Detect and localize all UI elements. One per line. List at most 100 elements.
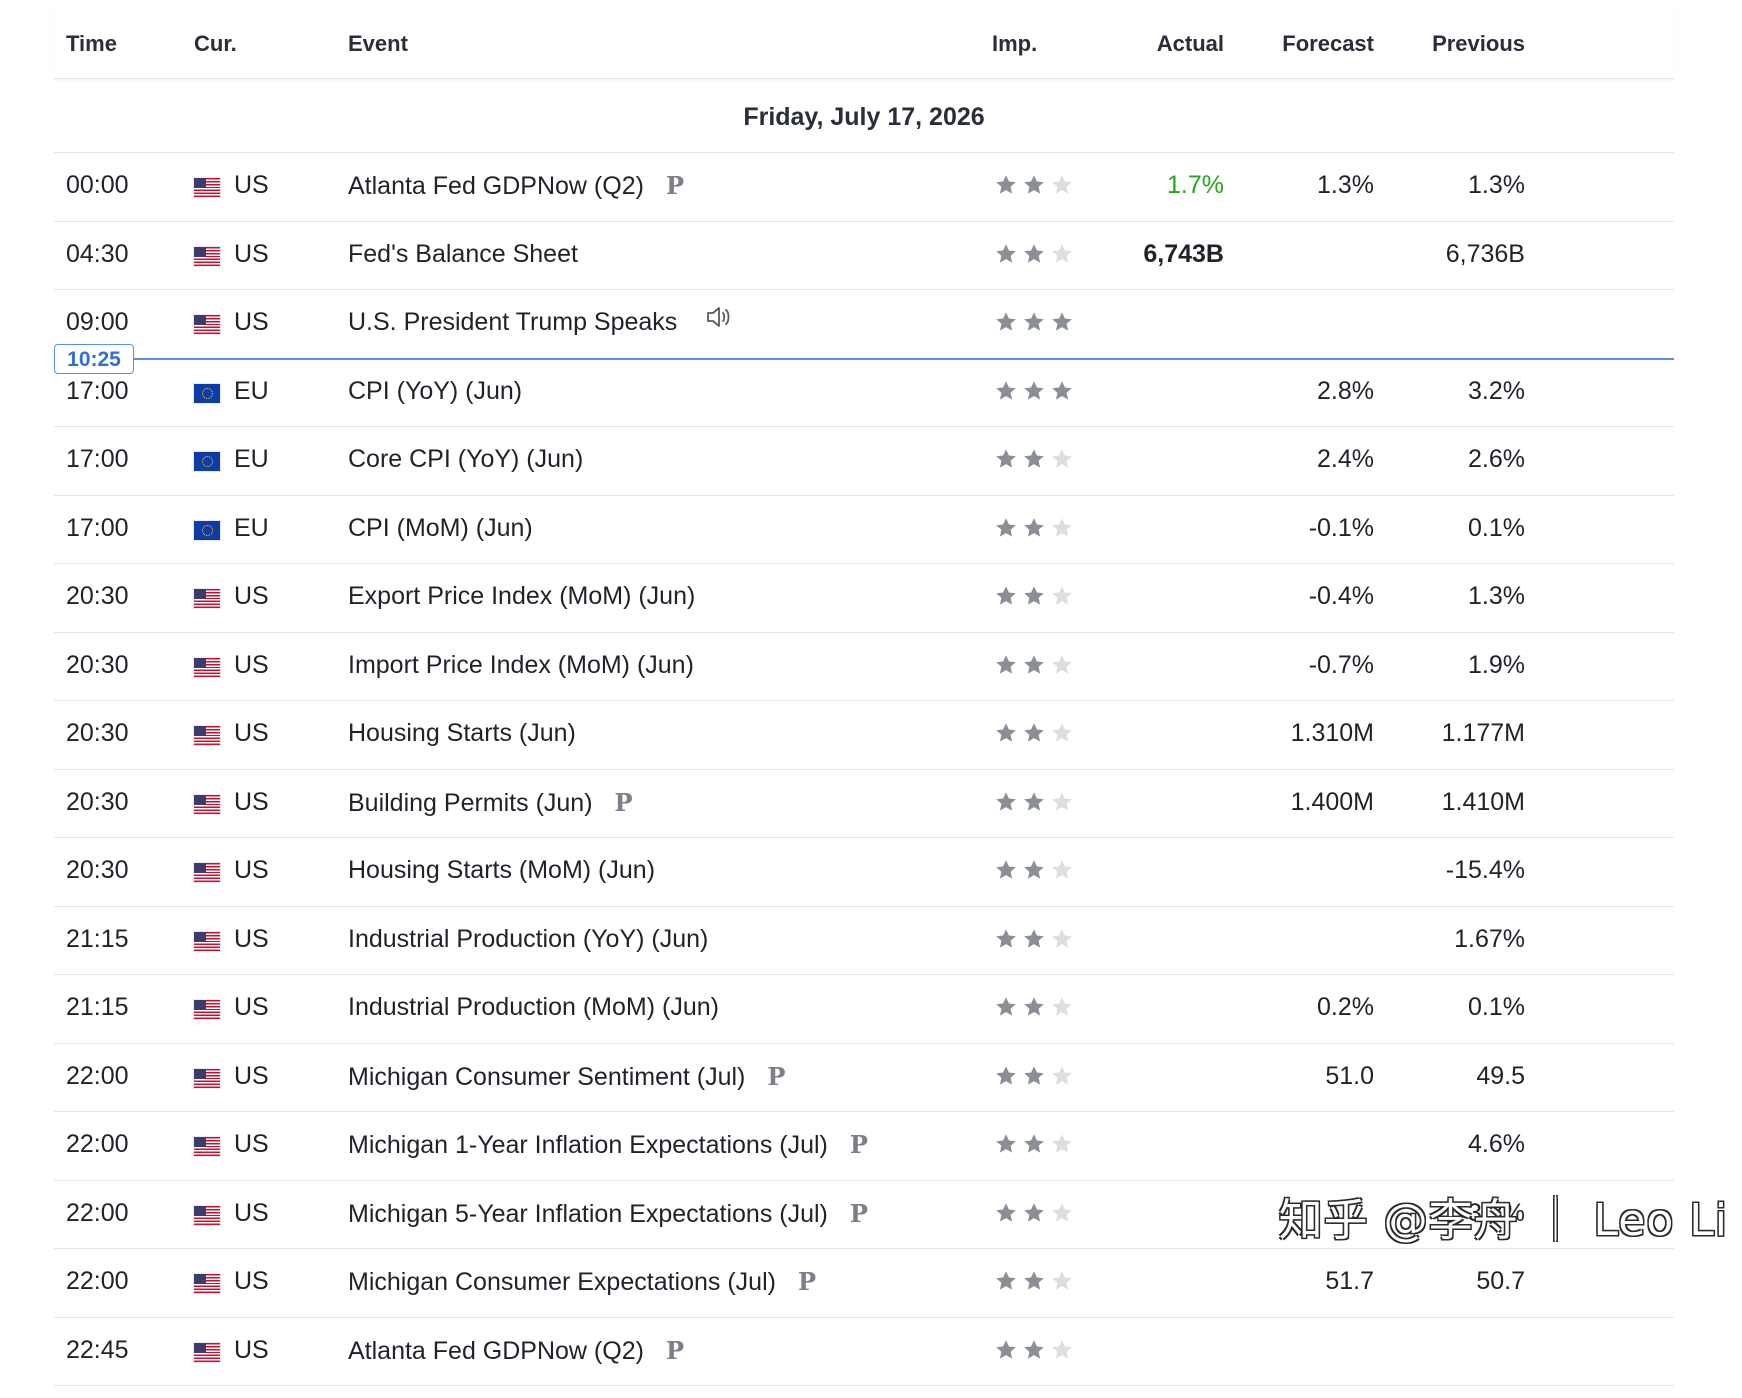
event-currency: EU — [234, 513, 269, 542]
event-link[interactable]: Housing Starts (Jun) — [348, 719, 576, 748]
col-actual-header[interactable]: Actual — [1156, 31, 1224, 56]
event-link[interactable]: Michigan 5-Year Inflation Expectations (… — [348, 1199, 868, 1229]
col-time-header[interactable]: Time — [66, 31, 117, 56]
col-importance-header[interactable]: Imp. — [992, 31, 1038, 56]
col-currency-header[interactable]: Cur. — [194, 31, 237, 56]
us-flag-icon — [194, 589, 220, 608]
star-filled-icon — [996, 791, 1016, 811]
event-link[interactable]: Atlanta Fed GDPNow (Q2) P — [348, 1336, 684, 1366]
event-time: 20:30 — [66, 787, 129, 816]
event-name: Atlanta Fed GDPNow (Q2) — [348, 172, 644, 200]
forecast-value: 0.2% — [1317, 993, 1374, 1021]
event-name: Export Price Index (MoM) (Jun) — [348, 582, 696, 610]
event-row[interactable]: 22:00 US Michigan 5-Year Inflation Expec… — [54, 1181, 1674, 1249]
event-link[interactable]: CPI (MoM) (Jun) — [348, 514, 533, 543]
event-link[interactable]: Import Price Index (MoM) (Jun) — [348, 651, 694, 680]
event-name: Atlanta Fed GDPNow (Q2) — [348, 1336, 644, 1365]
event-link[interactable]: Housing Starts (MoM) (Jun) — [348, 856, 655, 885]
importance-stars — [994, 721, 1074, 745]
col-event-header[interactable]: Event — [348, 31, 408, 56]
event-currency: US — [234, 856, 269, 884]
event-row[interactable]: 22:00 US Michigan Consumer Sentiment (Ju… — [54, 1044, 1674, 1112]
star-filled-icon — [996, 449, 1016, 468]
event-row[interactable]: 20:30 US Export Price Index (MoM) (Jun) … — [54, 564, 1674, 633]
star-filled-icon — [1024, 243, 1044, 263]
event-row[interactable]: 20:30 US Housing Starts (MoM) (Jun) -15.… — [54, 838, 1674, 907]
speaker-icon[interactable] — [705, 304, 733, 337]
forecast-value: -0.4% — [1308, 582, 1374, 610]
event-link[interactable]: Michigan Consumer Expectations (Jul) P — [348, 1267, 816, 1297]
star-empty-icon — [1052, 586, 1072, 605]
event-time: 04:30 — [66, 239, 129, 268]
star-empty-icon — [1052, 654, 1072, 674]
star-filled-icon — [996, 654, 1016, 674]
event-row[interactable]: 22:00 US Michigan 1-Year Inflation Expec… — [54, 1112, 1674, 1181]
event-currency: US — [234, 787, 269, 816]
event-link[interactable]: Export Price Index (MoM) (Jun) — [348, 582, 695, 611]
event-link[interactable]: Industrial Production (MoM) (Jun) — [348, 993, 719, 1022]
event-row[interactable]: 20:30 US Housing Starts (Jun) 1.310M 1.1… — [54, 701, 1674, 770]
us-flag-icon — [194, 1342, 220, 1362]
us-flag-icon — [194, 794, 220, 814]
forecast-value: -0.1% — [1308, 513, 1374, 542]
event-link[interactable]: Industrial Production (YoY) (Jun) — [348, 925, 708, 954]
importance-stars — [994, 927, 1074, 951]
star-filled-icon — [996, 1134, 1016, 1153]
us-flag-icon — [194, 315, 220, 334]
star-empty-icon — [1052, 1065, 1072, 1085]
event-row[interactable]: 17:00 EU CPI (YoY) (Jun) 2.8% 3.2% — [54, 359, 1674, 427]
event-row[interactable]: 17:00 EU Core CPI (YoY) (Jun) 2.4% 2.6% — [54, 427, 1674, 496]
event-link[interactable]: Core CPI (YoY) (Jun) — [348, 445, 583, 474]
event-link[interactable]: Michigan 1-Year Inflation Expectations (… — [348, 1130, 868, 1160]
table-header: Time Cur. Event Imp. Actual Forecast Pre… — [54, 0, 1674, 79]
importance-stars — [994, 242, 1074, 266]
event-row[interactable]: 17:00 EU CPI (MoM) (Jun) -0.1% 0.1% — [54, 496, 1674, 564]
event-row[interactable]: 21:15 US Industrial Production (MoM) (Ju… — [54, 975, 1674, 1044]
star-filled-icon — [996, 312, 1016, 331]
actual-value: 1.7% — [1167, 171, 1224, 199]
event-time: 17:00 — [66, 445, 129, 473]
event-time: 20:30 — [66, 719, 129, 747]
event-time: 22:00 — [66, 1198, 129, 1227]
event-currency: US — [234, 1267, 269, 1295]
star-filled-icon — [996, 1065, 1016, 1085]
star-filled-icon — [996, 860, 1016, 879]
importance-stars — [994, 379, 1074, 403]
us-flag-icon — [194, 1137, 220, 1156]
forecast-value: 1.3% — [1317, 171, 1374, 199]
event-link[interactable]: Atlanta Fed GDPNow (Q2) P — [348, 171, 684, 201]
previous-value: 1.3% — [1468, 171, 1525, 199]
event-link[interactable]: Fed's Balance Sheet — [348, 240, 578, 269]
event-row[interactable]: 20:30 US Import Price Index (MoM) (Jun) … — [54, 633, 1674, 701]
event-link[interactable]: Michigan Consumer Sentiment (Jul) P — [348, 1062, 785, 1092]
previous-value: 0.1% — [1468, 993, 1525, 1021]
star-empty-icon — [1052, 1339, 1072, 1359]
star-filled-icon — [996, 380, 1016, 400]
event-row[interactable]: 04:30 US Fed's Balance Sheet 6,743B 6,73… — [54, 222, 1674, 290]
event-time: 22:45 — [66, 1335, 129, 1364]
col-previous-header[interactable]: Previous — [1432, 31, 1525, 56]
event-link[interactable]: CPI (YoY) (Jun) — [348, 377, 522, 406]
event-row[interactable]: 21:15 US Industrial Production (YoY) (Ju… — [54, 907, 1674, 975]
event-name: Industrial Production (MoM) (Jun) — [348, 993, 719, 1021]
star-empty-icon — [1052, 449, 1072, 468]
event-link[interactable]: U.S. President Trump Speaks — [348, 306, 733, 337]
event-row[interactable]: 00:00 US Atlanta Fed GDPNow (Q2) P 1.7% 1… — [54, 153, 1674, 222]
eu-flag-icon — [194, 383, 220, 403]
importance-stars — [994, 653, 1074, 677]
event-row[interactable]: 09:00 US U.S. President Trump Speaks — [54, 290, 1674, 359]
event-name: CPI (MoM) (Jun) — [348, 513, 533, 542]
event-currency: US — [234, 1198, 269, 1227]
event-row[interactable]: 22:00 US Michigan Consumer Expectations … — [54, 1249, 1674, 1318]
event-link[interactable]: Building Permits (Jun) P — [348, 788, 633, 818]
star-filled-icon — [1024, 1202, 1044, 1222]
event-currency: US — [234, 582, 269, 610]
star-empty-icon — [1052, 1271, 1072, 1290]
event-row[interactable]: 22:45 US Atlanta Fed GDPNow (Q2) P — [54, 1318, 1674, 1386]
col-forecast-header[interactable]: Forecast — [1282, 31, 1374, 56]
event-row[interactable]: 20:30 US Building Permits (Jun) P 1.400M … — [54, 770, 1674, 838]
eu-flag-icon — [194, 520, 220, 540]
us-flag-icon — [194, 1274, 220, 1293]
us-flag-icon — [194, 246, 220, 266]
star-filled-icon — [1024, 380, 1044, 400]
